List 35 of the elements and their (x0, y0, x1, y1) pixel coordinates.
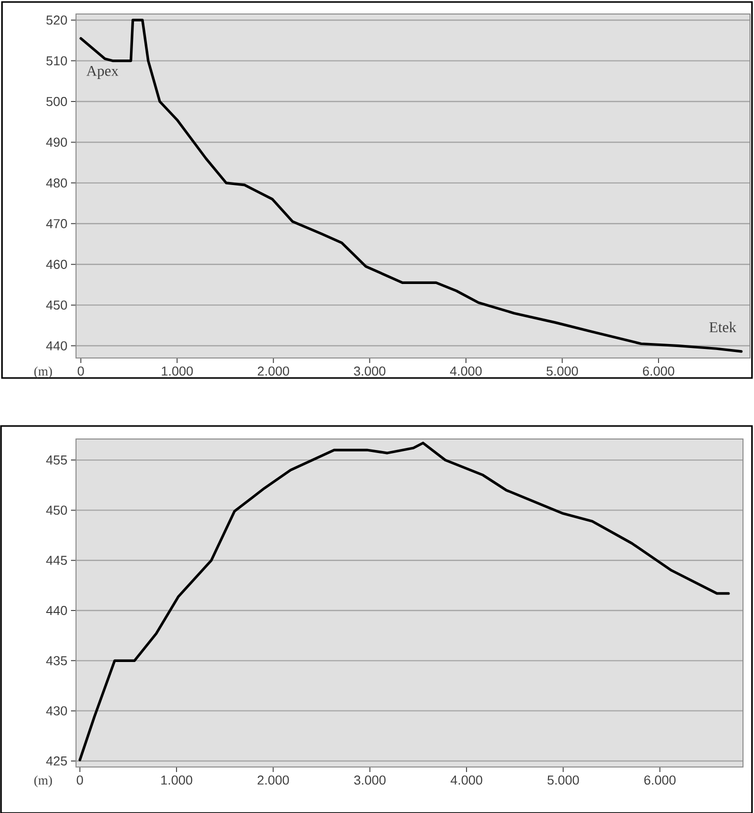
x-axis-title: (m) (34, 776, 52, 788)
y-tick-label: 460 (46, 260, 67, 269)
x-tick-label: 2.000 (258, 776, 289, 785)
y-tick-label: 430 (46, 706, 67, 716)
x-tick-label: 3.000 (354, 776, 386, 785)
x-tick-label: 4.000 (450, 776, 482, 785)
y-tick-label: 450 (46, 300, 67, 310)
y-tick-label: 455 (46, 456, 67, 465)
y-tick-label: 450 (46, 506, 67, 515)
y-tick-label: 480 (46, 178, 67, 188)
annotation: Apex (86, 66, 118, 79)
x-tick-label: 5.000 (546, 366, 578, 376)
x-tick-label: 1.000 (162, 366, 193, 376)
y-tick-label: 470 (46, 219, 67, 228)
y-tick-label: 440 (46, 341, 67, 350)
y-tick-label: 520 (46, 16, 67, 25)
y-tick-label: 445 (46, 556, 67, 565)
x-tick-label: 6.000 (644, 776, 676, 785)
x-tick-label: 5.000 (548, 776, 579, 785)
y-tick-label: 425 (46, 756, 67, 766)
annotation: Etek (709, 322, 736, 332)
x-tick-label: 2.000 (258, 366, 290, 376)
x-axis-title: (m) (34, 366, 52, 378)
x-tick-label: 0 (76, 776, 83, 785)
y-tick-label: 490 (46, 138, 67, 147)
x-tick-label: 6.000 (642, 366, 674, 376)
x-tick-label: 0 (78, 366, 84, 376)
y-tick-label: 440 (46, 606, 67, 616)
x-tick-label: 1.000 (161, 776, 192, 785)
x-tick-label: 3.000 (354, 366, 386, 376)
line-series (78, 442, 730, 762)
y-tick-label: 510 (46, 56, 67, 66)
y-tick-label: 435 (46, 656, 67, 666)
x-tick-label: 4.000 (450, 366, 482, 376)
y-tick-label: 500 (46, 96, 67, 106)
